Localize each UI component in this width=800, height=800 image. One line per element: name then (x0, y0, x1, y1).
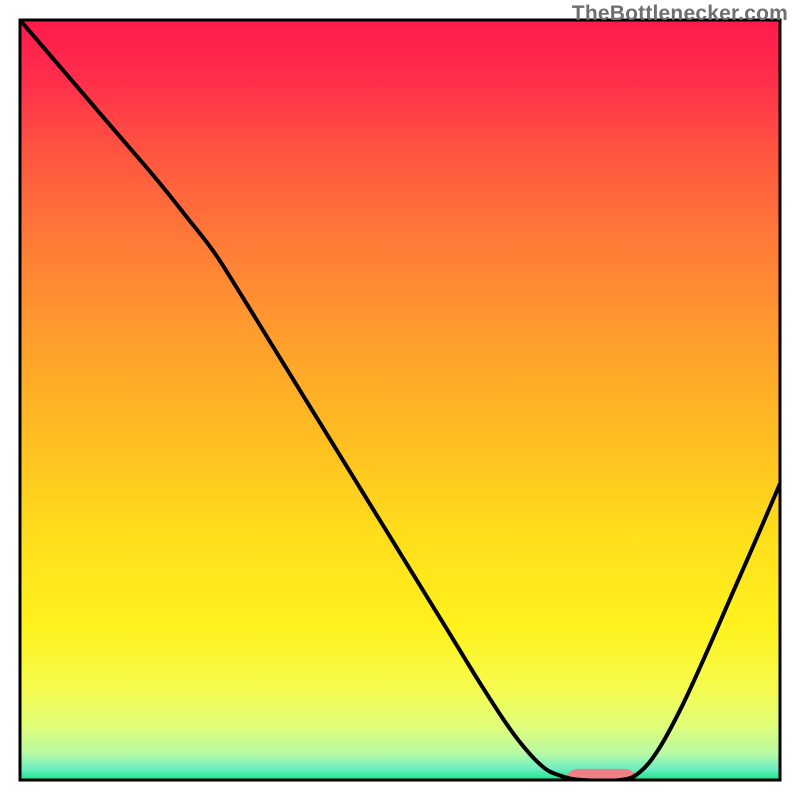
watermark-text: TheBottlenecker.com (572, 2, 788, 26)
gradient-background (20, 20, 780, 780)
chart-container: { "figure": { "type": "line-on-gradient"… (0, 0, 800, 800)
bottleneck-chart-svg (0, 0, 800, 800)
